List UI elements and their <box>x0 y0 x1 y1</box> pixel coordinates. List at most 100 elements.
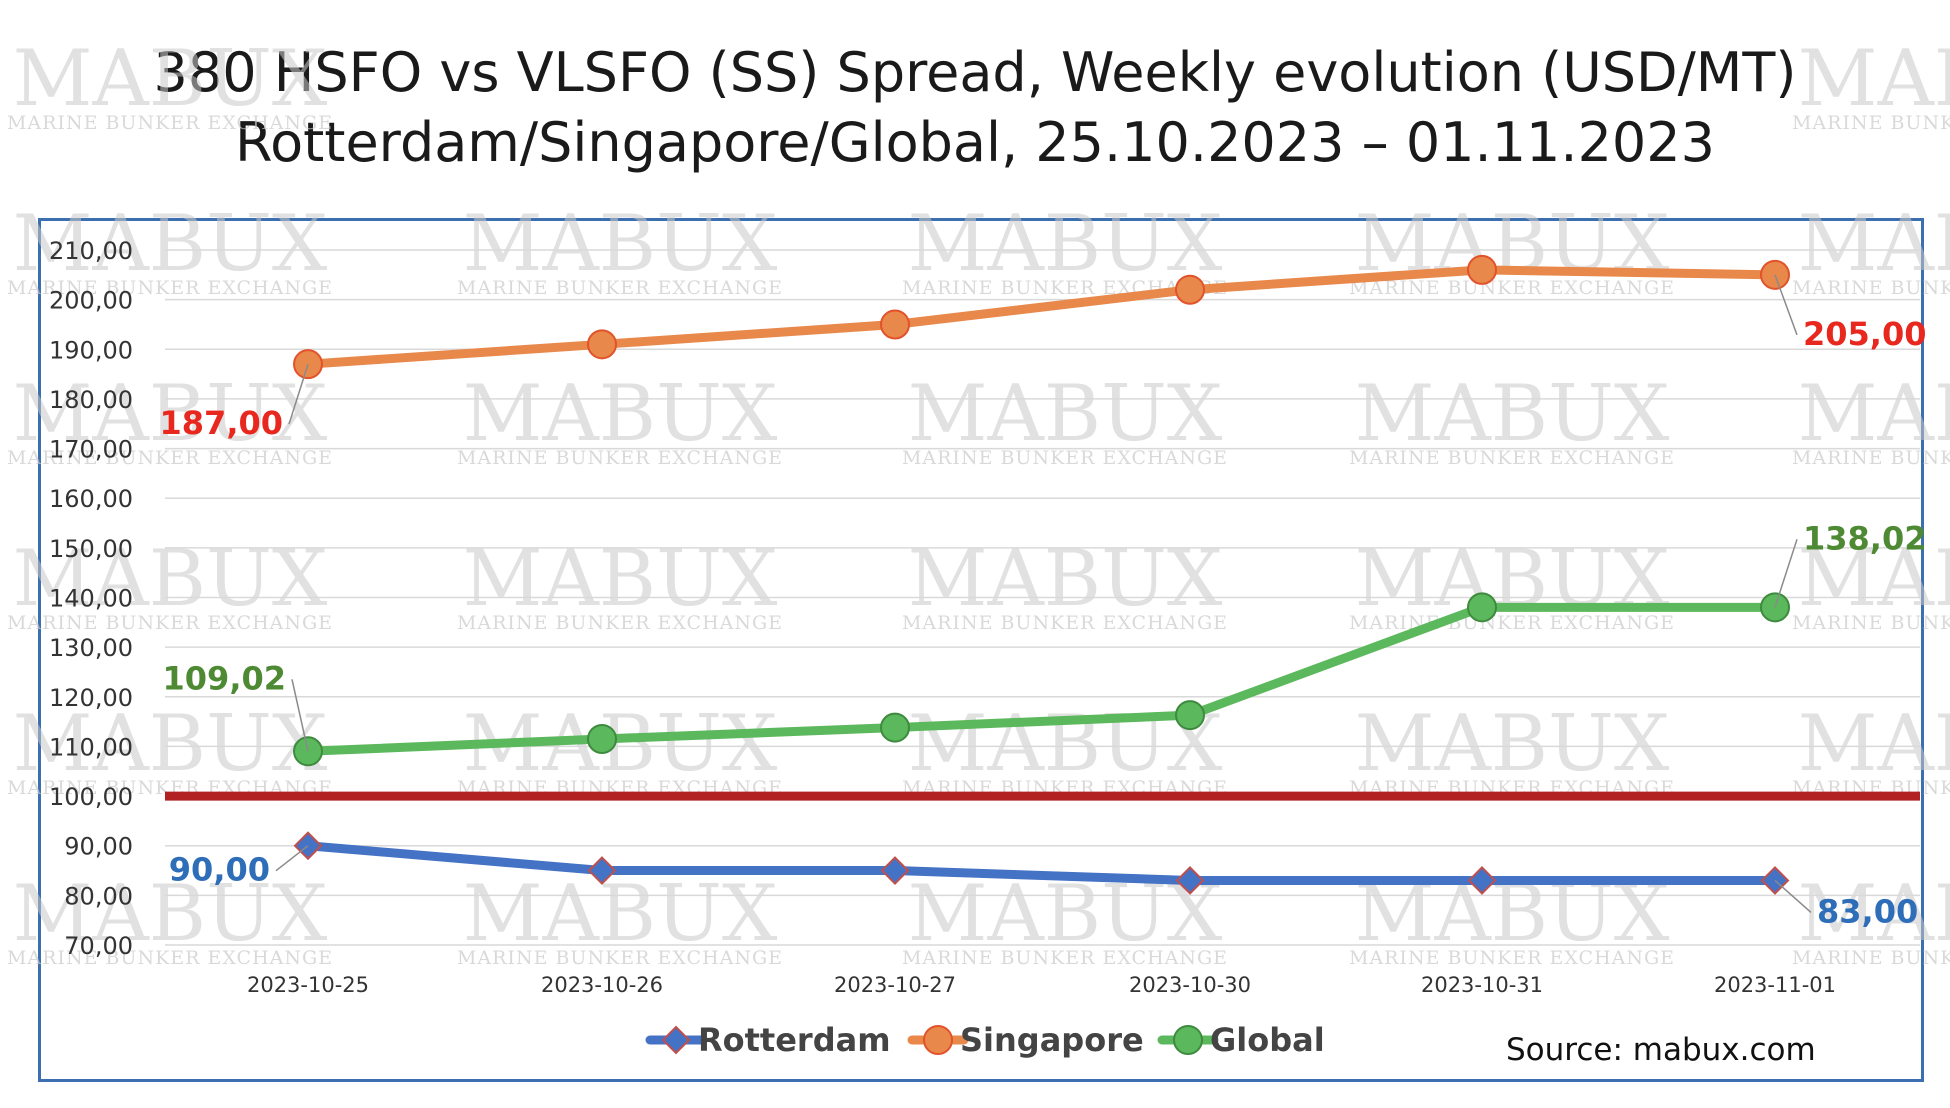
watermark-tagline: MARINE BUNKER EXCHANGE <box>7 277 333 299</box>
y-tick-label: 140,00 <box>49 585 133 613</box>
watermark-brand: MABUX <box>463 369 778 459</box>
watermark-brand: MABUX <box>13 534 328 624</box>
x-tick-label: 2023-10-26 <box>541 973 663 997</box>
chart-title-line-2: Rotterdam/Singapore/Global, 25.10.2023 –… <box>234 111 1716 174</box>
data-point-rotterdam <box>587 856 617 885</box>
watermark-tagline: MARINE BUNKER EXCHANGE <box>1792 447 1950 469</box>
source-note: Source: mabux.com <box>1506 1032 1816 1068</box>
data-labels-rotterdam: 90,00 83,00 <box>169 845 1918 930</box>
watermark-brand: MABUX <box>908 534 1223 624</box>
chart-title-line-1: 380 HSFO vs VLSFO (SS) Spread, Weekly ev… <box>153 41 1797 104</box>
leader-line <box>1774 879 1812 914</box>
legend: Rotterdam Singapore Global <box>645 1021 1325 1059</box>
x-tick-label: 2023-10-25 <box>247 973 369 997</box>
watermark-tagline: MARINE BUNKER EXCHANGE <box>457 447 783 469</box>
watermark-tagline: MARINE BUNKER EXCHANGE <box>902 612 1228 634</box>
data-point-singapore <box>1175 274 1205 305</box>
series-line-global <box>303 602 1780 756</box>
leader-line <box>275 845 309 872</box>
data-point-singapore <box>1467 254 1497 285</box>
watermark-tagline: MARINE BUNKER EXCHANGE <box>902 947 1228 969</box>
watermark-brand: MABUX <box>1798 869 1950 959</box>
watermark-tagline: MARINE BUNKER EXCHANGE <box>7 112 333 134</box>
data-point-rotterdam <box>1467 866 1497 895</box>
watermark-brand: MABUX <box>1355 699 1670 789</box>
y-tick-label: 150,00 <box>49 535 133 563</box>
watermark-tagline: MARINE BUNKER EXCHANGE <box>1349 612 1675 634</box>
data-label-singapore: 187,00 <box>160 404 283 442</box>
y-tick-label: 170,00 <box>49 436 133 464</box>
watermark-brand: MABUX <box>463 199 778 289</box>
leader-line <box>1774 274 1798 336</box>
y-grid: 70,00 80,00 90,00 100,00 110,00 120,00 130,00 1… <box>49 237 1920 960</box>
data-point-rotterdam <box>1175 866 1205 895</box>
watermark-tagline: MARINE BUNKER EXCHANGE <box>457 612 783 634</box>
y-tick-label: 120,00 <box>49 684 133 712</box>
y-tick-label: 180,00 <box>49 386 133 414</box>
legend-label-rotterdam: Rotterdam <box>698 1021 891 1059</box>
legend-label-global: Global <box>1210 1021 1325 1059</box>
watermark-tagline: MARINE BUNKER EXCHANGE <box>1792 612 1950 634</box>
chart-frame <box>38 218 1924 1082</box>
data-labels-global: 109,02 138,02 <box>163 519 1926 752</box>
watermark-tagline: MARINE BUNKER EXCHANGE <box>1349 277 1675 299</box>
y-tick-label: 160,00 <box>49 485 133 513</box>
watermark-brand: MABUX <box>463 534 778 624</box>
data-label-singapore: 205,00 <box>1803 315 1926 353</box>
watermark-tagline: MARINE BUNKER EXCHANGE <box>7 447 333 469</box>
watermark-brand: MABUX <box>13 34 328 124</box>
data-label-rotterdam: 83,00 <box>1817 892 1918 930</box>
data-label-global: 109,02 <box>163 659 286 697</box>
data-point-global <box>1467 592 1497 623</box>
watermark-tagline: MARINE BUNKER EXCHANGE <box>902 447 1228 469</box>
watermark-brand: MABUX <box>1355 369 1670 459</box>
watermark-brand: MABUX <box>13 369 328 459</box>
watermark-brand: MABUX <box>908 369 1223 459</box>
y-tick-label: 70,00 <box>64 932 133 960</box>
watermark-brand: MABUX <box>1798 369 1950 459</box>
y-tick-label: 210,00 <box>49 237 133 265</box>
data-point-rotterdam <box>880 856 910 885</box>
watermark-tagline: MARINE BUNKER EXCHANGE <box>1349 447 1675 469</box>
leader-line <box>1774 539 1798 608</box>
watermark-brand: MABUX <box>13 869 328 959</box>
legend-marker-global <box>1173 1025 1203 1055</box>
y-tick-label: 100,00 <box>49 783 133 811</box>
x-tick-label: 2023-10-30 <box>1129 973 1251 997</box>
y-tick-label: 130,00 <box>49 634 133 662</box>
y-tick-label: 90,00 <box>64 833 133 861</box>
watermark-tagline: MARINE BUNKER EXCHANGE <box>7 947 333 969</box>
x-axis: 2023-10-25 2023-10-26 2023-10-27 2023-10-30… <box>247 973 1836 997</box>
watermark-tagline: MARINE BUNKER EXCHANGE <box>1792 947 1950 969</box>
watermark-brand: MABUX <box>908 199 1223 289</box>
series-line-rotterdam <box>303 841 1780 885</box>
x-tick-label: 2023-10-27 <box>834 973 956 997</box>
watermark-tagline: MARINE BUNKER EXCHANGE <box>1792 112 1950 134</box>
legend-label-singapore: Singapore <box>960 1021 1144 1059</box>
chart-title: 380 HSFO vs VLSFO (SS) Spread, Weekly ev… <box>0 38 1950 178</box>
x-tick-label: 2023-11-01 <box>1714 973 1836 997</box>
legend-marker-singapore <box>923 1025 953 1055</box>
data-point-singapore <box>587 329 617 360</box>
series-global <box>293 592 1790 767</box>
y-tick-label: 80,00 <box>64 882 133 910</box>
watermark-brand: MABUX <box>1798 34 1950 124</box>
watermark-brand: MABUX <box>1798 534 1950 624</box>
x-tick-label: 2023-10-31 <box>1421 973 1543 997</box>
watermark-brand: MABUX <box>1798 199 1950 289</box>
series-line-singapore <box>303 265 1780 369</box>
legend-marker-rotterdam <box>661 1025 691 1055</box>
watermark-brand: MABUX <box>463 869 778 959</box>
y-tick-label: 190,00 <box>49 336 133 364</box>
data-point-global <box>1175 700 1205 731</box>
data-label-global: 138,02 <box>1803 519 1926 557</box>
y-tick-label: 200,00 <box>49 287 133 315</box>
watermark-tagline: MARINE BUNKER EXCHANGE <box>7 612 333 634</box>
series-rotterdam <box>293 831 1790 895</box>
data-point-singapore <box>880 309 910 340</box>
watermark-tagline: MARINE BUNKER EXCHANGE <box>457 947 783 969</box>
y-tick-label: 110,00 <box>49 733 133 761</box>
watermark-tagline: MARINE BUNKER EXCHANGE <box>1792 277 1950 299</box>
